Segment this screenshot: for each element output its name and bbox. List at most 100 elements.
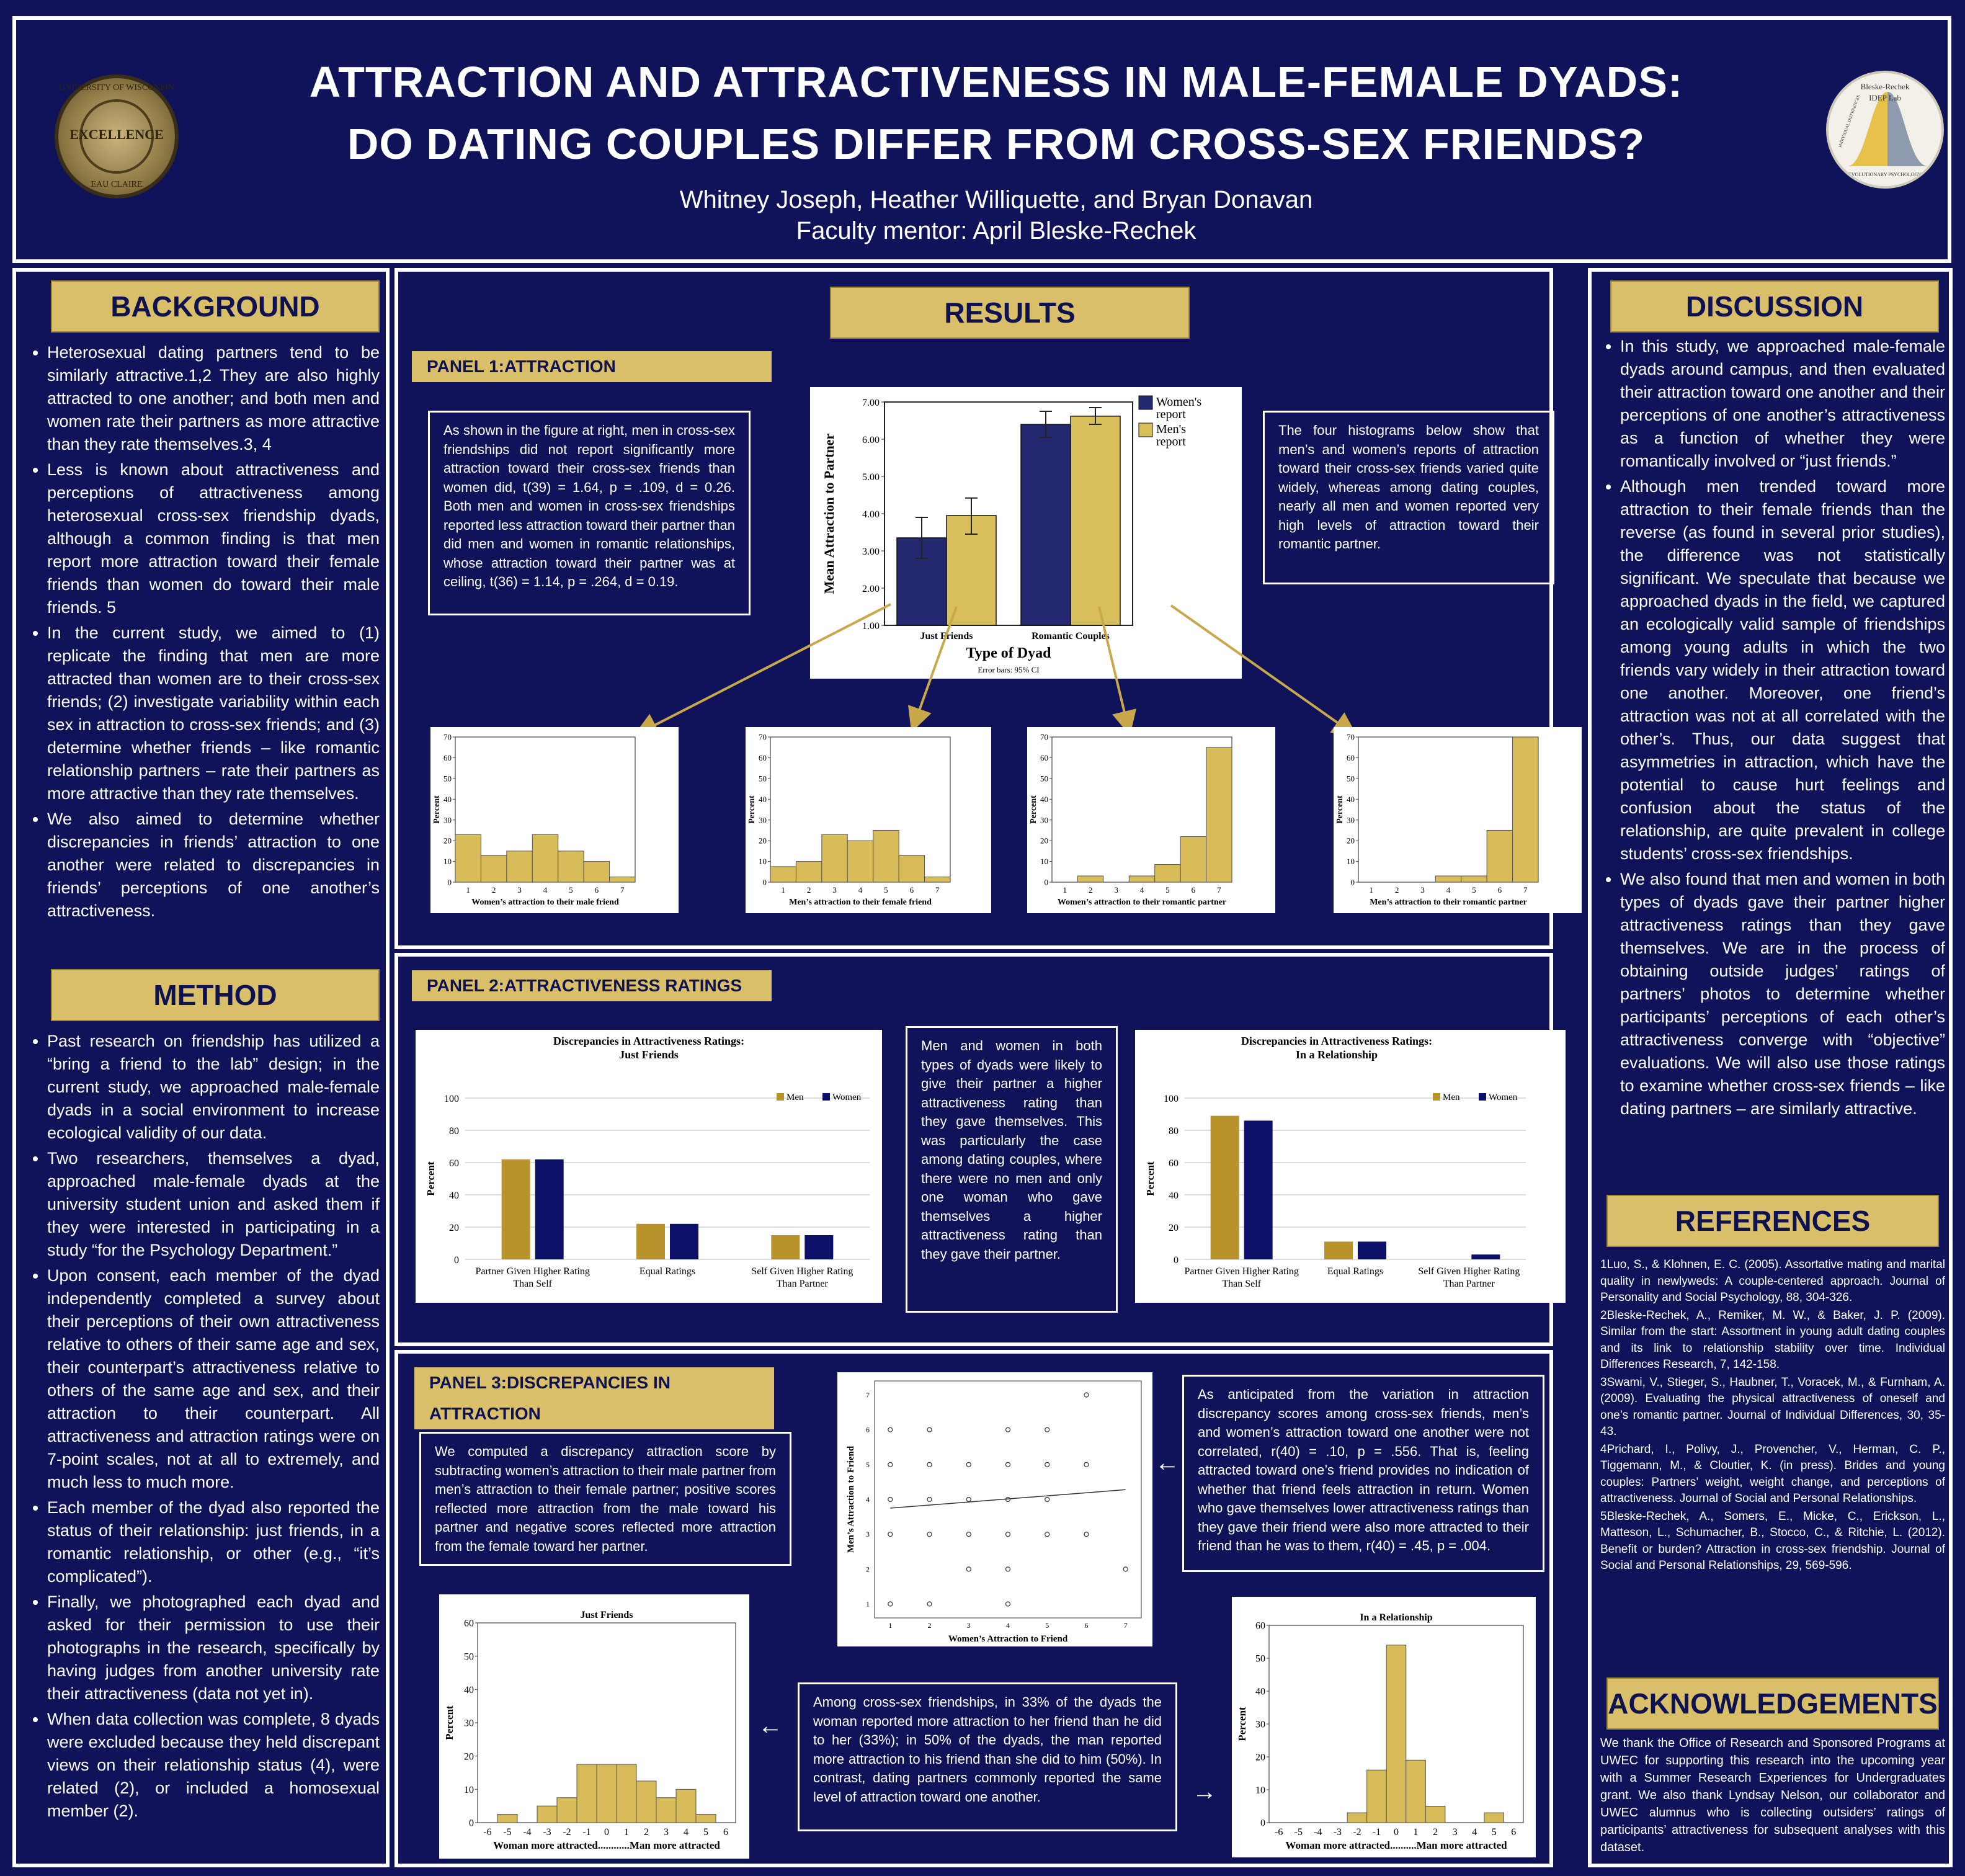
y-tick-label: 100 [444, 1094, 459, 1104]
panel2-heading: PANEL 2:ATTRACTIVENESS RATINGS [412, 970, 772, 1001]
y-tick-label: 20 [1169, 1223, 1179, 1233]
y-tick-label: 2.00 [862, 584, 880, 594]
y-tick-label: 7 [866, 1390, 870, 1399]
x-tick-label: Self Given Higher Rating [751, 1266, 853, 1277]
legend-label: Men [786, 1092, 804, 1102]
y-tick-label: 20 [449, 1223, 459, 1233]
histogram-bar [1484, 1812, 1504, 1823]
x-tick-label: 5 [1045, 1621, 1049, 1630]
y-tick-label: 10 [1040, 857, 1048, 866]
x-tick-label: 5 [1472, 885, 1476, 895]
y-tick-label: 0 [1351, 878, 1355, 887]
x-tick-label: 7 [620, 885, 625, 895]
authors: Whitney Joseph, Heather Williquette, and… [679, 186, 1313, 213]
x-tick-label: 1 [1414, 1827, 1419, 1838]
x-tick-label: 5 [703, 1827, 708, 1838]
x-tick-label: -4 [1314, 1827, 1322, 1838]
x-tick-label: 0 [604, 1827, 609, 1838]
y-tick-label: 5.00 [862, 472, 880, 483]
x-tick-label: -2 [1353, 1827, 1361, 1838]
x-axis-label: Women’s attraction to their romantic par… [1058, 898, 1226, 907]
scatter-point [1045, 1427, 1050, 1432]
poster-title-line2: DO DATING COUPLES DIFFER FROM CROSS-SEX … [347, 120, 1646, 168]
idep-lab-logo: Bleske-Rechek IDEP Lab EVOLUTIONARY PSYC… [1826, 71, 1944, 189]
rating-bar [1471, 1254, 1500, 1259]
histogram-bar [1128, 875, 1156, 883]
rating-bar [1210, 1115, 1239, 1259]
histogram-bar [506, 851, 533, 883]
x-axis-label: Type of Dyad [966, 645, 1052, 661]
y-tick-label: 50 [759, 774, 767, 783]
university-seal: UNIVERSITY OF WISCONSIN EXCELLENCE EAU C… [55, 74, 179, 199]
acknowledgements-heading: ACKNOWLEDGEMENTS [1606, 1677, 1939, 1730]
y-tick-label: 40 [1255, 1687, 1265, 1697]
method-item: Upon consent, each member of the dyad in… [47, 1264, 380, 1494]
panel3-left-text: We computed a discrepancy attraction sco… [419, 1432, 791, 1566]
scatter-point [966, 1532, 971, 1537]
x-tick-label: 5 [1492, 1827, 1497, 1838]
x-tick-label: -3 [543, 1827, 551, 1838]
chart-subtitle: Just Friends [619, 1048, 679, 1061]
panel3-heading: PANEL 3:DISCREPANCIES IN ATTRACTION [414, 1367, 774, 1429]
chart-note: Error bars: 95% CI [978, 665, 1039, 674]
y-tick-label: 40 [1347, 795, 1355, 804]
legend-swatch [1138, 395, 1153, 410]
y-tick-label: 2 [866, 1565, 870, 1573]
x-tick-label: 6 [1192, 885, 1196, 895]
logo-bottom: EVOLUTIONARY PSYCHOLOGY [1848, 172, 1922, 177]
scatter-point [1084, 1532, 1089, 1537]
x-tick-label: 3 [1453, 1827, 1458, 1838]
x-tick-label: 4 [1006, 1621, 1010, 1630]
y-tick-label: 30 [1255, 1720, 1265, 1730]
x-tick-label: 2 [492, 885, 496, 895]
y-tick-label: 20 [1347, 836, 1355, 846]
background-heading: BACKGROUND [51, 280, 380, 333]
x-axis-label: Women’s attraction to their male friend [471, 898, 619, 907]
x-tick-label: 3 [1114, 885, 1118, 895]
histogram-bar [1180, 836, 1207, 883]
x-tick-label: 1 [888, 1621, 892, 1630]
method-item: When data collection was complete, 8 dya… [47, 1708, 380, 1823]
chart-subtitle: In a Relationship [1296, 1048, 1378, 1061]
chart-title: In a Relationship [1360, 1612, 1432, 1623]
rating-bar [535, 1159, 564, 1259]
reference-item: 2Bleske-Rechek, A., Remiker, M. W., & Ba… [1600, 1308, 1945, 1372]
x-tick-label: 3 [832, 885, 837, 895]
y-tick-label: 5 [866, 1460, 870, 1469]
x-tick-label: 5 [569, 885, 573, 895]
fit-line [890, 1489, 1126, 1509]
panel1-heading: PANEL 1:ATTRACTION [412, 351, 772, 382]
rating-bar [670, 1223, 698, 1259]
scatter-point [1005, 1532, 1011, 1537]
legend-swatch [777, 1093, 784, 1101]
method-item: Past research on friendship has utilized… [47, 1030, 380, 1145]
histogram-bar [1347, 1812, 1368, 1823]
x-tick-label: 4 [1446, 885, 1451, 895]
x-tick-label: 2 [1433, 1827, 1438, 1838]
x-tick-label: 2 [807, 885, 811, 895]
histogram-bar [695, 1814, 716, 1823]
legend-label: Women [832, 1092, 862, 1102]
y-axis-label: Percent [425, 1161, 437, 1196]
x-tick-label: 7 [1124, 1621, 1128, 1630]
results-panel-2: PANEL 2:ATTRACTIVENESS RATINGS Discrepan… [394, 953, 1566, 1346]
x-tick-label: 7 [1217, 885, 1221, 895]
x-tick-label: 1 [624, 1827, 629, 1838]
x-tick-label: Than Self [1222, 1279, 1261, 1289]
y-tick-label: 100 [1164, 1094, 1179, 1104]
panel1-left-text: As shown in the figure at right, men in … [428, 411, 751, 615]
mean-bar [1070, 416, 1121, 626]
method-list: Past research on friendship has utilized… [25, 1030, 380, 1825]
scatter-point [888, 1601, 893, 1607]
plot-area [874, 1380, 1142, 1619]
x-tick-label: 5 [1165, 885, 1170, 895]
discussion-item: In this study, we approached male-female… [1620, 335, 1945, 473]
y-tick-label: 30 [1347, 815, 1355, 824]
legend-swatch [1138, 422, 1153, 437]
x-tick-label: Partner Given Higher Rating [475, 1266, 589, 1277]
legend-swatch [1479, 1093, 1486, 1101]
x-tick-label: -4 [523, 1827, 531, 1838]
x-tick-label: -2 [563, 1827, 571, 1838]
y-tick-label: 30 [443, 815, 452, 824]
histogram-women-friend: 0 10 20 30 40 50 60 70 1 2 3 4 5 6 7 Women’s attraction… [430, 727, 679, 913]
